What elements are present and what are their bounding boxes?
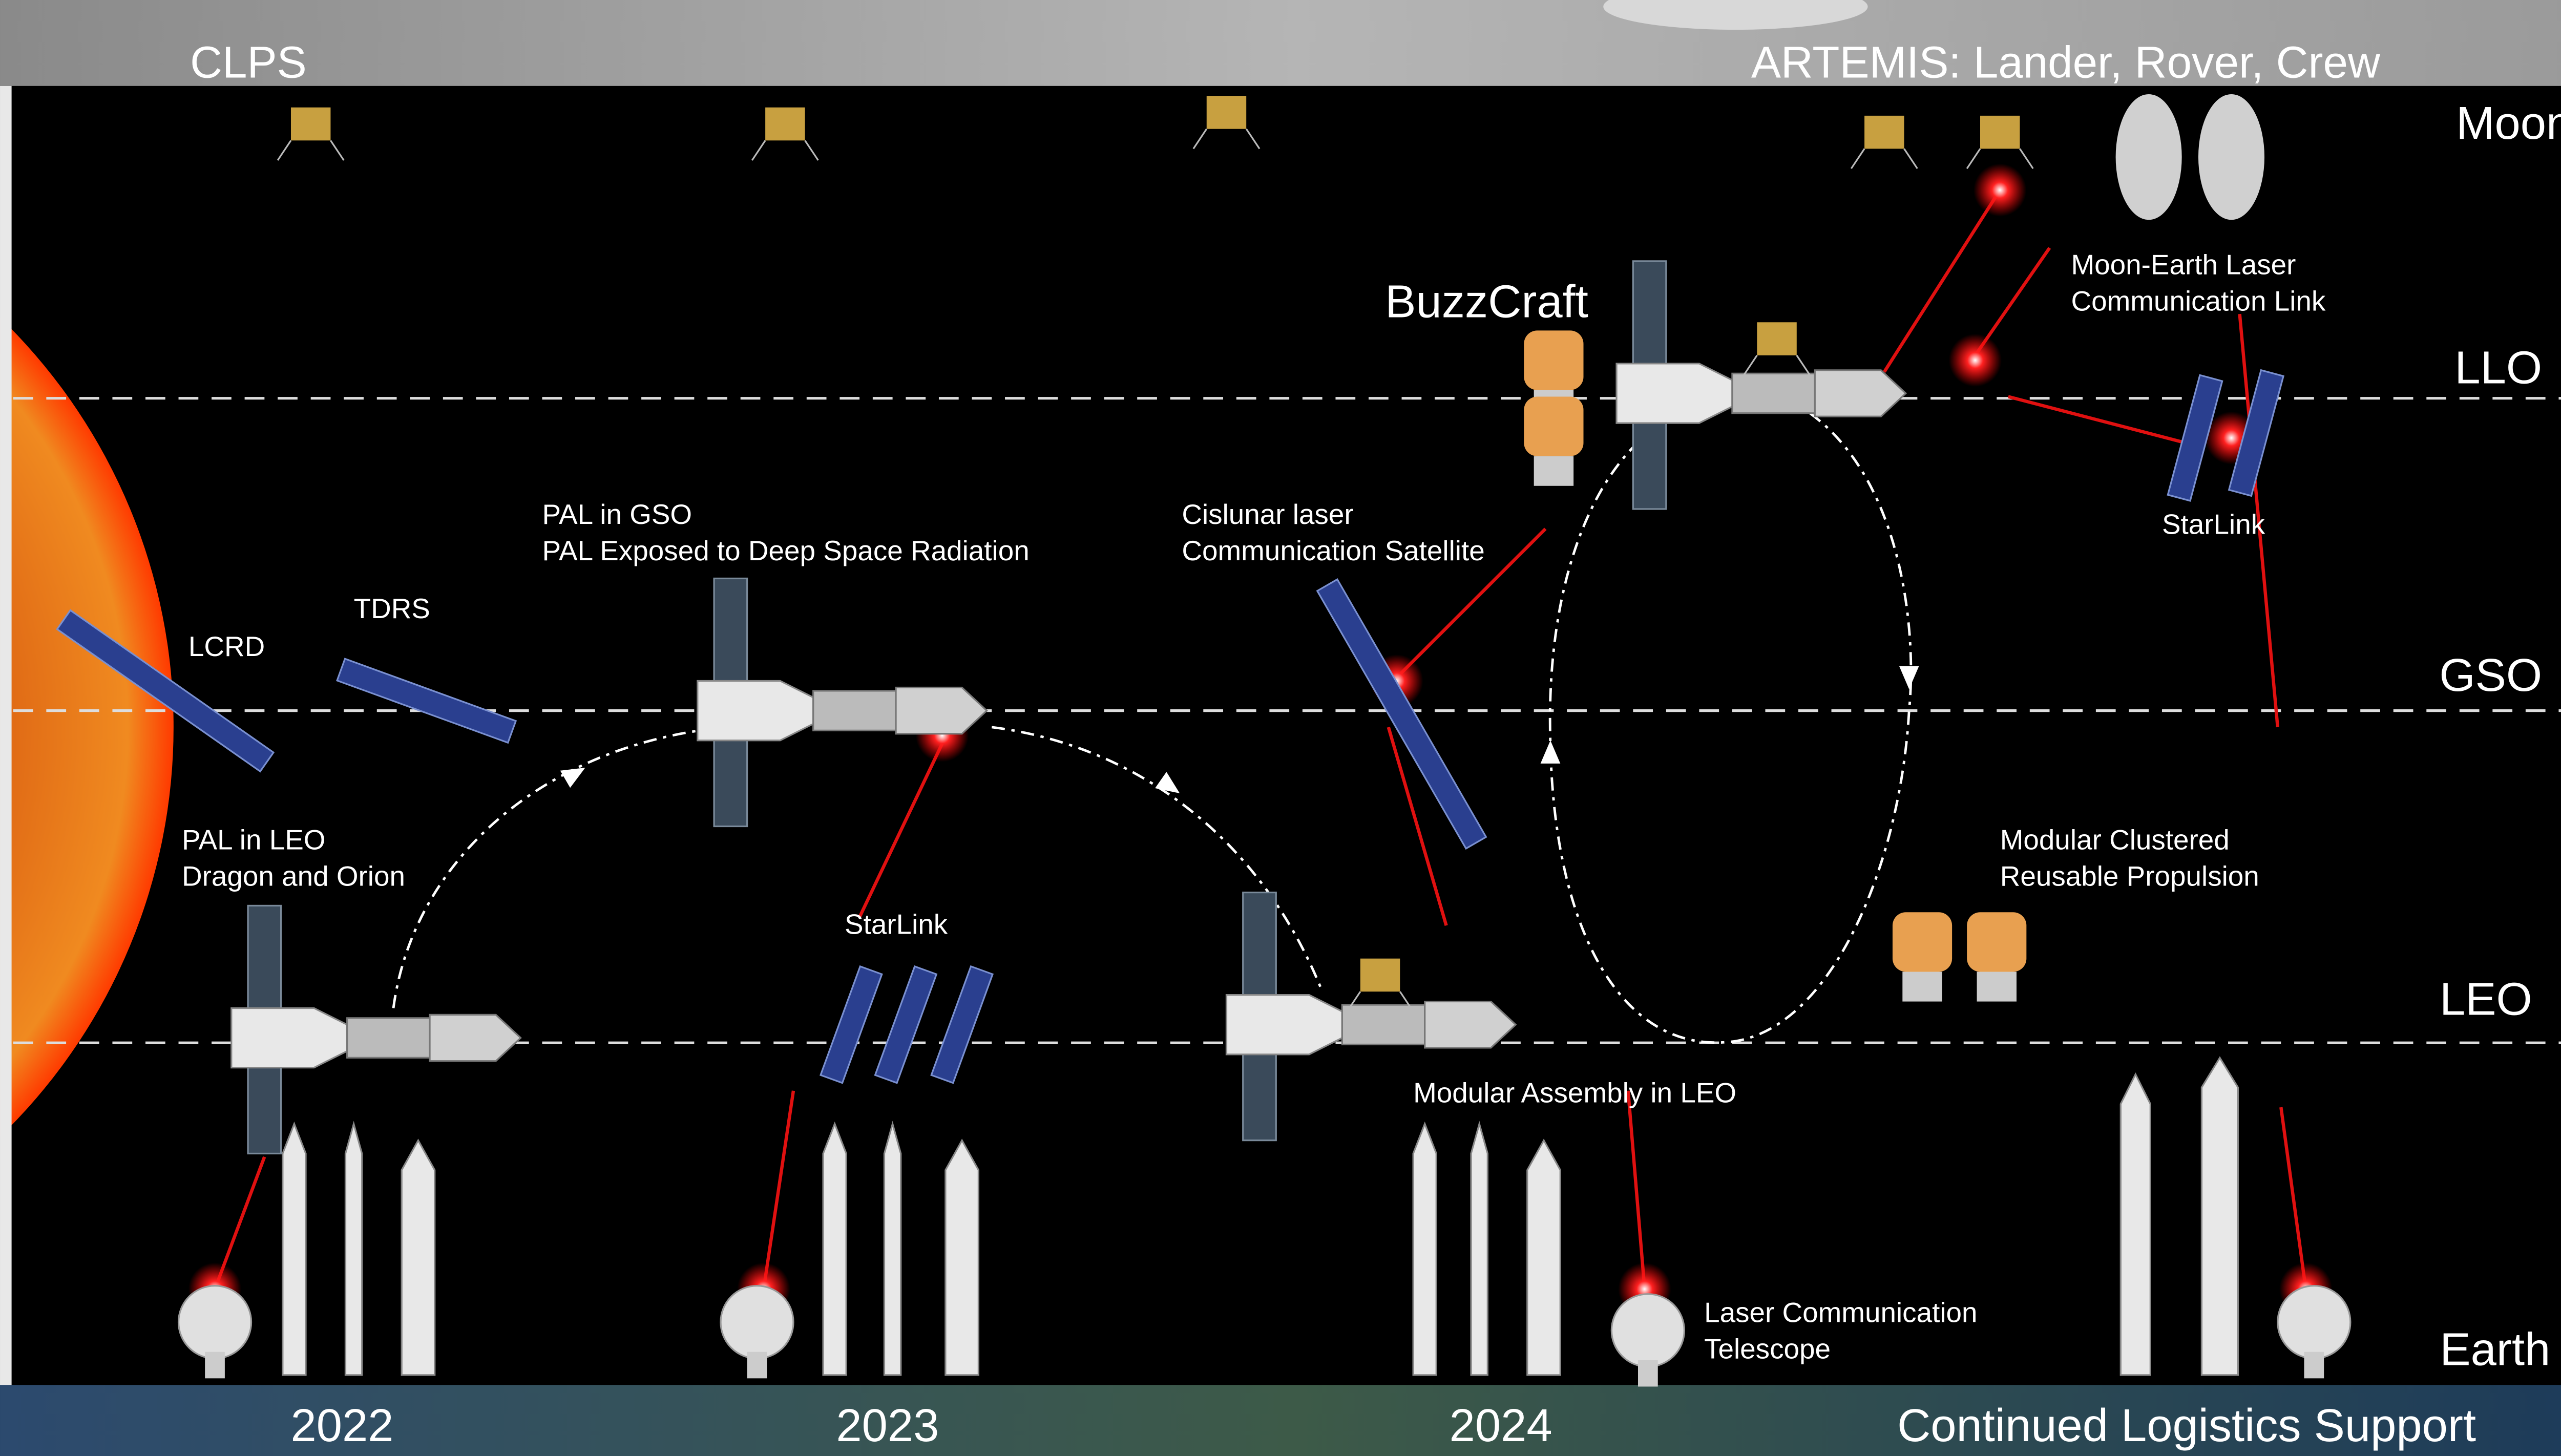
propulsion-engine [1902, 972, 1942, 1001]
rocket [884, 1124, 900, 1375]
capsule [232, 1008, 347, 1067]
annotation: PAL Exposed to Deep Space Radiation [542, 535, 1029, 566]
telescope [2278, 1286, 2350, 1359]
laser-glow [1949, 334, 2002, 387]
orbit-label: Earth [2440, 1324, 2550, 1376]
left-edge [0, 86, 12, 1385]
astronaut [2116, 94, 2182, 220]
module [1732, 373, 1815, 413]
capsule [1617, 364, 1732, 423]
propulsion-tank [1524, 330, 1583, 390]
lander [1980, 116, 2020, 149]
annotation: StarLink [2162, 508, 2265, 540]
lander [291, 108, 330, 141]
space [0, 0, 2561, 1456]
rocket [402, 1141, 435, 1375]
telescope [1611, 1294, 1684, 1367]
laser-glow [1974, 163, 2026, 216]
capsule [698, 681, 813, 741]
buzzcraft-label: BuzzCraft [1385, 276, 1588, 328]
rocket [1471, 1124, 1487, 1375]
lander [765, 108, 805, 141]
rocket-body [345, 1124, 362, 1375]
telescope-base [2304, 1352, 2324, 1379]
annotation: Moon-Earth Laser [2071, 249, 2296, 281]
propulsion-engine [1534, 456, 1573, 486]
capsule [1226, 995, 1342, 1054]
lander [1360, 959, 1400, 992]
module [813, 691, 896, 730]
lander [1757, 322, 1796, 355]
orbit-label: Moon [2456, 97, 2561, 149]
propulsion-tank [1524, 396, 1583, 456]
annotation: Dragon and Orion [182, 860, 405, 892]
telescope-base [205, 1352, 225, 1379]
rocket-body [884, 1124, 900, 1375]
rocket-body [946, 1141, 979, 1375]
telescope [179, 1286, 251, 1359]
rocket [345, 1124, 362, 1375]
telescope-base [747, 1352, 767, 1379]
annotation: TDRS [354, 593, 430, 624]
telescope [721, 1286, 793, 1359]
annotation: Modular Clustered [2000, 824, 2230, 856]
rocket [823, 1124, 846, 1375]
orbit-label: GSO [2439, 649, 2542, 701]
annotation: PAL in LEO [182, 824, 325, 856]
lander [1864, 116, 1904, 149]
annotation: Laser Communication [1704, 1297, 1977, 1328]
rocket-body [1413, 1124, 1436, 1375]
astronaut [2198, 94, 2264, 220]
header-right: ARTEMIS: Lander, Rover, Crew [1751, 38, 2381, 88]
annotation: Reusable Propulsion [2000, 860, 2259, 892]
rocket-body [283, 1124, 306, 1375]
annotation: Communication Satellite [1182, 535, 1484, 566]
rocket [2121, 1074, 2150, 1375]
year-label: 2024 [1450, 1400, 1552, 1451]
orbit-label: LEO [2440, 973, 2532, 1025]
lander [1207, 96, 1246, 129]
rocket [283, 1124, 306, 1375]
telescope-base [1638, 1360, 1658, 1387]
annotation: Telescope [1704, 1333, 1831, 1365]
rocket-body [2121, 1074, 2150, 1375]
module [347, 1018, 430, 1058]
propulsion-tank [1893, 912, 1952, 972]
year-label: 2023 [836, 1400, 939, 1451]
rocket-body [1527, 1141, 1561, 1375]
annotation: Modular Assembly in LEO [1413, 1077, 1736, 1108]
diagram: CLPS ARTEMIS: Lander, Rover, Crew Moon L… [0, 0, 2561, 1456]
propulsion-engine [1977, 972, 2017, 1001]
page: {"header": {"left": "CLPS", "right": "AR… [0, 0, 2561, 1456]
annotation: Communication Link [2071, 285, 2325, 317]
orbit-label: LLO [2454, 342, 2542, 394]
propulsion-tank [1967, 912, 2026, 972]
rocket-body [402, 1141, 435, 1375]
rocket [1527, 1141, 1561, 1375]
rocket-body [2201, 1058, 2238, 1375]
year-label: 2022 [291, 1400, 394, 1451]
rocket [1413, 1124, 1436, 1375]
annotation: LCRD [188, 630, 265, 662]
annotation: PAL in GSO [542, 498, 692, 530]
annotation: StarLink [845, 908, 948, 940]
rocket [946, 1141, 979, 1375]
rocket [2201, 1058, 2238, 1375]
rocket-body [1471, 1124, 1487, 1375]
annotation: Cislunar laser [1182, 498, 1353, 530]
header-left: CLPS [190, 38, 307, 88]
rocket-body [823, 1124, 846, 1375]
footer-note: Continued Logistics Support [1897, 1400, 2476, 1451]
background [0, 0, 2561, 1456]
